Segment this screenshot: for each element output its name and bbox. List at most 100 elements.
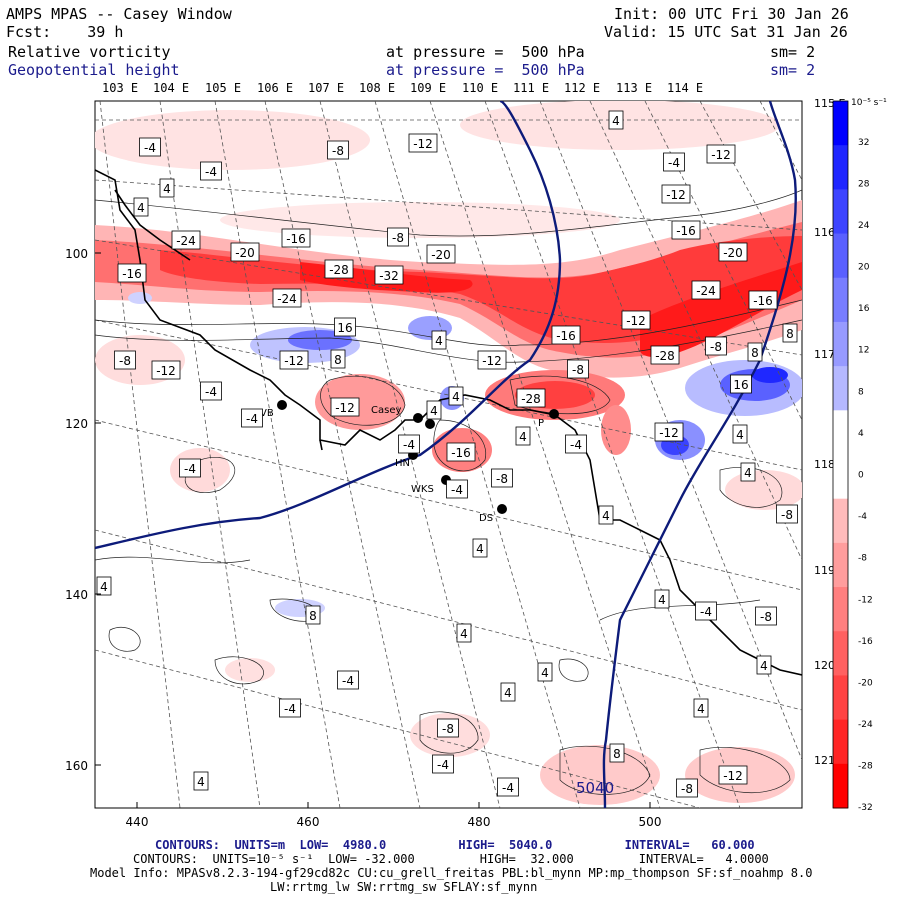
contour-label-value: -16 xyxy=(753,294,773,308)
station-label-vb: VB xyxy=(260,408,274,419)
contour-label-box xyxy=(756,655,772,675)
svg-text:480: 480 xyxy=(468,815,491,829)
top-lon-label: 103 E xyxy=(102,81,139,95)
contour-label-value: 4 xyxy=(163,182,171,196)
contour-label-value: 8 xyxy=(751,346,759,360)
contour-label-value: -8 xyxy=(392,231,404,245)
contour-label-value: -8 xyxy=(681,782,693,796)
contour-label-box xyxy=(551,325,581,345)
contour-label-value: -4 xyxy=(668,156,680,170)
contour-label-box xyxy=(193,771,209,791)
contour-label-box xyxy=(171,230,201,250)
contour-label-value: -12 xyxy=(626,314,646,328)
contour-label-box xyxy=(654,589,670,609)
contour-label-box xyxy=(621,310,651,330)
contour-label-box xyxy=(437,718,459,738)
contour-label-value: 4 xyxy=(100,580,108,594)
contour-label-box xyxy=(718,765,748,785)
svg-text:460: 460 xyxy=(297,815,320,829)
model-info: Model Info: MPASv8.2.3-194-gf29cd82c CU:… xyxy=(90,866,813,880)
contour-label-value: -8 xyxy=(760,610,772,624)
colorbar-tick-label: 24 xyxy=(858,221,870,231)
contour-label-value: -12 xyxy=(482,354,502,368)
colorbar-segment xyxy=(833,587,848,632)
contour-label-value: -4 xyxy=(205,385,217,399)
contour-label-box xyxy=(448,386,464,406)
station-dot-casey xyxy=(413,413,423,423)
colorbar-tick-label: -32 xyxy=(858,803,873,813)
colorbar-segment xyxy=(833,454,848,500)
svg-text:140: 140 xyxy=(65,588,88,602)
contour-label-value: -24 xyxy=(696,284,716,298)
contour-label-value: -8 xyxy=(119,354,131,368)
station-label-ds: DS xyxy=(479,513,493,524)
contour-label-value: -12 xyxy=(284,354,304,368)
contour-label-box xyxy=(398,434,420,454)
contour-label-box xyxy=(151,360,181,380)
contour-label-box xyxy=(782,323,798,343)
contour-label-box xyxy=(200,161,222,181)
top-lon-label: 114 E xyxy=(667,81,704,95)
colorbar-tick-label: -20 xyxy=(858,678,873,688)
contour-label-box xyxy=(740,462,756,482)
contour-label-value: 4 xyxy=(736,428,744,442)
contour-label-value: 4 xyxy=(476,542,484,556)
station-label-hn: HN xyxy=(395,458,410,469)
contour-label-box xyxy=(671,220,701,240)
title: AMPS MPAS -- Casey Window xyxy=(6,5,232,23)
top-lon-label: 106 E xyxy=(257,81,294,95)
contour-label-box xyxy=(324,259,354,279)
init-time: Init: 00 UTC Fri 30 Jan 26 xyxy=(614,5,849,23)
contour-label-box xyxy=(426,400,442,420)
bottom-axis-labels: 440 460 480 500 xyxy=(126,815,662,829)
contour-label-value: -20 xyxy=(235,246,255,260)
contour-label-box xyxy=(705,336,727,356)
contour-label-box xyxy=(654,422,684,442)
contour-label-value: -4 xyxy=(284,702,296,716)
contour-label-value: -12 xyxy=(723,769,743,783)
colorbar-segment xyxy=(833,233,848,279)
contour-label-box xyxy=(279,350,309,370)
contour-label-value: -4 xyxy=(205,165,217,179)
contour-label-box xyxy=(330,349,346,369)
contour-label-box xyxy=(608,110,624,130)
contour-label-value: -4 xyxy=(570,438,582,452)
colorbar-segment xyxy=(833,542,848,588)
contour-label-box xyxy=(676,778,698,798)
top-lon-label: 112 E xyxy=(564,81,601,95)
contour-label-box xyxy=(281,228,311,248)
field2-smoothing: sm= 2 xyxy=(770,61,816,79)
colorbar-tick-label: -28 xyxy=(858,762,873,772)
contour-label-box xyxy=(747,342,763,362)
contour-label-value: 4 xyxy=(504,686,512,700)
colorbar-tick-label: 28 xyxy=(858,179,870,189)
contour-label-value: 4 xyxy=(519,430,527,444)
contour-label-value: -24 xyxy=(277,292,297,306)
field1-name: Relative vorticity xyxy=(8,43,171,61)
contour-label-value: 16 xyxy=(733,378,748,392)
top-lon-label: 104 E xyxy=(153,81,190,95)
contour-label-box xyxy=(117,263,147,283)
station-dot-p xyxy=(549,409,559,419)
contour-label-value: 4 xyxy=(697,702,705,716)
colorbar-tick-label: 12 xyxy=(858,346,869,356)
colorbar-tick-label: -12 xyxy=(858,595,873,605)
contour-label-value: 4 xyxy=(435,334,443,348)
contour-label-value: -16 xyxy=(676,224,696,238)
contour-label-value: -4 xyxy=(700,605,712,619)
contour-label-value: -28 xyxy=(655,349,675,363)
svg-text:120: 120 xyxy=(65,417,88,431)
contour-label-value: -8 xyxy=(496,472,508,486)
contour-label-box xyxy=(661,184,691,204)
contour-label-box xyxy=(133,197,149,217)
contour-label-value: -8 xyxy=(572,363,584,377)
contour-label-box xyxy=(96,576,112,596)
contour-label-box xyxy=(776,504,798,524)
contour-label-value: -16 xyxy=(451,446,471,460)
colorbar-tick-label: 8 xyxy=(858,387,864,397)
top-lon-label: 108 E xyxy=(359,81,396,95)
contour-label-value: 8 xyxy=(309,609,317,623)
contour-label-value: -8 xyxy=(332,144,344,158)
contour-label-box xyxy=(663,152,685,172)
contour-label-value: 8 xyxy=(334,353,342,367)
